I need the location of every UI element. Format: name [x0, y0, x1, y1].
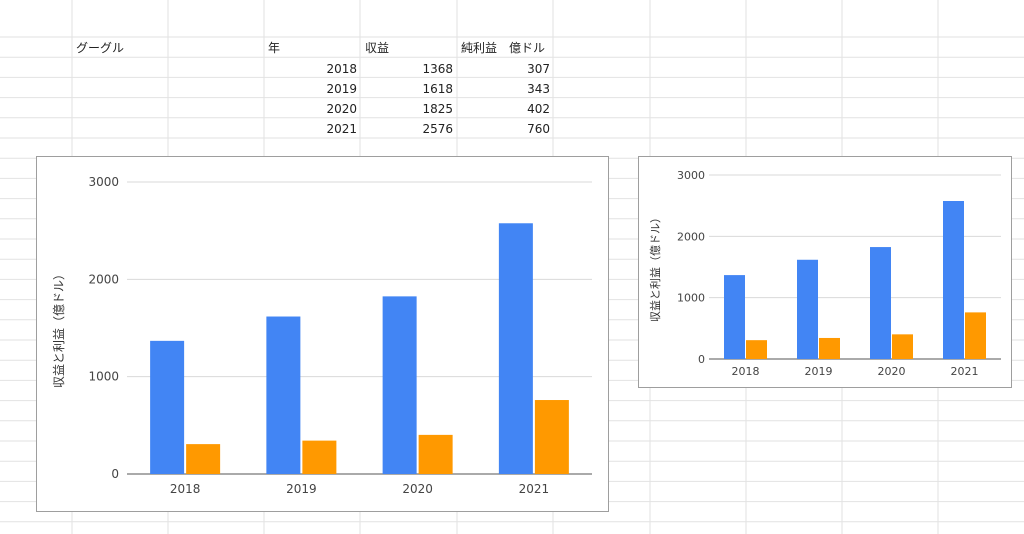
bar-net-income [746, 340, 767, 359]
x-tick-label: 2020 [878, 365, 906, 378]
chart-large-plot: 0 1000 2000 3000 2018 2019 2020 2021 収益と利益（億ドル） [52, 175, 592, 496]
cell-revenue[interactable]: 2576 [422, 122, 453, 136]
cell-net-income[interactable]: 402 [527, 102, 550, 116]
x-tick-label: 2019 [805, 365, 833, 378]
x-tick-label: 2020 [402, 482, 433, 496]
header-revenue[interactable]: 収益 [365, 41, 390, 55]
y-tick-label: 2000 [88, 272, 119, 286]
cell-net-income[interactable]: 343 [527, 82, 550, 96]
cell-year[interactable]: 2018 [326, 62, 357, 76]
header-net-income[interactable]: 純利益 億ドル [461, 41, 546, 55]
y-tick-label: 1000 [677, 292, 705, 305]
bar-revenue [724, 275, 745, 359]
y-tick-label: 0 [111, 467, 119, 481]
cell-net-income[interactable]: 307 [527, 62, 550, 76]
bar-revenue [266, 316, 301, 474]
bar-net-income [302, 440, 337, 474]
x-tick-label: 2018 [170, 482, 201, 496]
x-tick-label: 2019 [286, 482, 317, 496]
x-tick-label: 2021 [519, 482, 550, 496]
cell-year[interactable]: 2021 [326, 122, 357, 136]
chart-small[interactable]: 0 1000 2000 3000 2018 2019 2020 2021 収益と利益（億ドル） [638, 156, 1012, 388]
y-tick-label: 0 [698, 353, 705, 366]
cell-year[interactable]: 2020 [326, 102, 357, 116]
cell-company-name[interactable]: グーグル [76, 41, 125, 55]
y-tick-label: 1000 [88, 370, 119, 384]
cell-revenue[interactable]: 1825 [422, 102, 453, 116]
bar-revenue [870, 247, 891, 359]
cell-year[interactable]: 2019 [326, 82, 357, 96]
y-tick-label: 2000 [677, 230, 705, 243]
bar-revenue [382, 296, 417, 474]
bar-net-income [965, 312, 986, 359]
cell-revenue[interactable]: 1368 [422, 62, 453, 76]
bar-net-income [186, 444, 221, 474]
x-tick-label: 2021 [951, 365, 979, 378]
bar-revenue [498, 223, 533, 474]
cell-net-income[interactable]: 760 [527, 122, 550, 136]
bar-net-income [819, 337, 840, 359]
y-tick-label: 3000 [88, 175, 119, 189]
y-axis-title: 収益と利益（億ドル） [648, 212, 662, 322]
bar-revenue [797, 259, 818, 359]
bar-net-income [534, 400, 569, 474]
header-year[interactable]: 年 [268, 41, 281, 55]
bar-revenue [150, 340, 185, 474]
bar-net-income [418, 434, 453, 474]
bar-revenue [943, 201, 964, 359]
chart-small-plot: 0 1000 2000 3000 2018 2019 2020 2021 収益と利益（億ドル） [648, 169, 1001, 378]
chart-large[interactable]: 0 1000 2000 3000 2018 2019 2020 2021 収益と利益（億ドル） [36, 156, 609, 512]
cell-revenue[interactable]: 1618 [422, 82, 453, 96]
y-tick-label: 3000 [677, 169, 705, 182]
bar-net-income [892, 334, 913, 359]
y-axis-title: 収益と利益（億ドル） [52, 268, 66, 388]
x-tick-label: 2018 [732, 365, 760, 378]
